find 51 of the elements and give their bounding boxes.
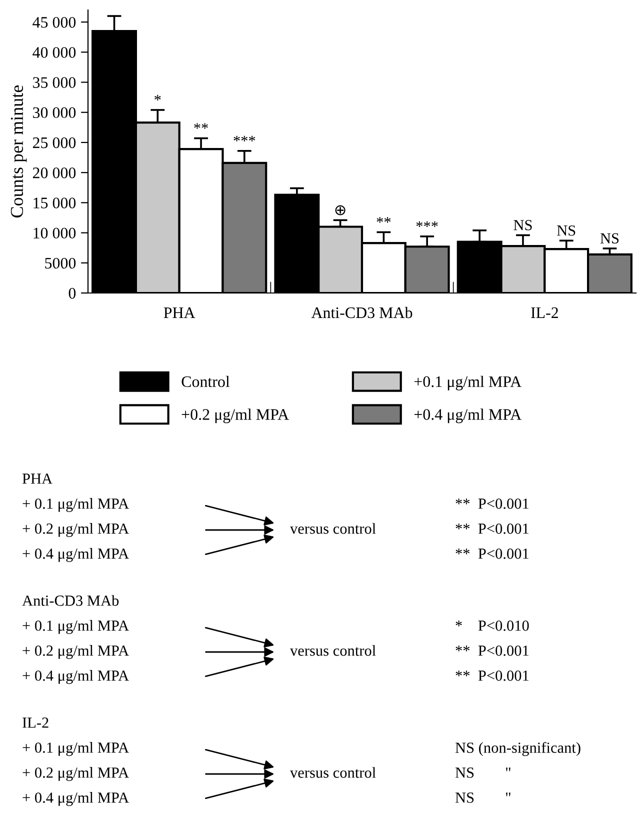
data-label: ⊕ — [335, 205, 346, 216]
text: + 0.4 μg/ml MPA — [22, 548, 129, 562]
y-tick-label: 25 000 — [32, 137, 76, 148]
text: + 0.1 μg/ml MPA — [22, 620, 129, 634]
y-tick-label: 20 000 — [32, 167, 76, 178]
text: + 0.2 μg/ml MPA — [22, 767, 129, 781]
y-tick-label: 10 000 — [34, 228, 76, 238]
text: + 0.2 μg/ml MPA — [22, 523, 129, 537]
y-tick-label: 0 — [68, 288, 76, 299]
text: + 0.1 μg/ml MPA — [22, 742, 129, 756]
x-tick-label: IL-2 — [531, 307, 558, 318]
text: Anti-CD3 MAb — [22, 595, 119, 606]
data-label: NS — [557, 225, 576, 236]
data-label: NS — [600, 233, 619, 244]
x-tick-label: Anti-CD3 MAb — [311, 306, 412, 318]
text: versus control — [290, 523, 376, 534]
text: NS (non-significant) — [455, 742, 580, 756]
text: IL-2 — [22, 718, 48, 728]
text: NS " — [455, 792, 510, 803]
text: ** P<0.001 — [456, 498, 528, 509]
legend-label: +0.1 μg/ml MPA — [414, 376, 522, 390]
legend-label: +0.2 μg/ml MPA — [182, 408, 289, 424]
y-tick-label: 30 000 — [33, 107, 76, 118]
y-tick-label: 40 000 — [32, 47, 76, 58]
y-tick-label: 15 000 — [34, 198, 76, 208]
y-tick-label: 5000 — [45, 258, 76, 269]
text: ** P<0.001 — [456, 670, 528, 681]
text: + 0.2 μg/ml MPA — [22, 645, 129, 659]
text: NS " — [455, 768, 510, 778]
data-label: NS — [514, 220, 532, 230]
y-tick-label: 45 000 — [32, 16, 76, 28]
data-label: *** — [234, 136, 256, 142]
text: versus control — [290, 767, 376, 778]
text: ** P<0.001 — [456, 646, 528, 656]
data-label: *** — [416, 221, 438, 227]
text: versus control — [290, 645, 376, 656]
text: + 0.4 μg/ml MPA — [22, 792, 129, 806]
text: + 0.1 μg/ml MPA — [22, 498, 129, 512]
legend-label: Control — [182, 376, 230, 388]
y-axis-title: Counts per minute — [10, 85, 27, 218]
legend-label: +0.4 μg/ml MPA — [414, 408, 522, 424]
text: * P<0.010 — [456, 620, 529, 631]
x-tick-label: PHA — [164, 307, 196, 318]
data-label: * — [154, 94, 161, 100]
text: + 0.4 μg/ml MPA — [22, 670, 129, 684]
data-label: ** — [194, 123, 208, 129]
text: ** P<0.001 — [456, 524, 528, 534]
text: PHA — [22, 474, 52, 484]
data-label: ** — [376, 217, 391, 223]
y-tick-label: 35 000 — [33, 77, 76, 88]
text: ** P<0.001 — [456, 548, 528, 559]
